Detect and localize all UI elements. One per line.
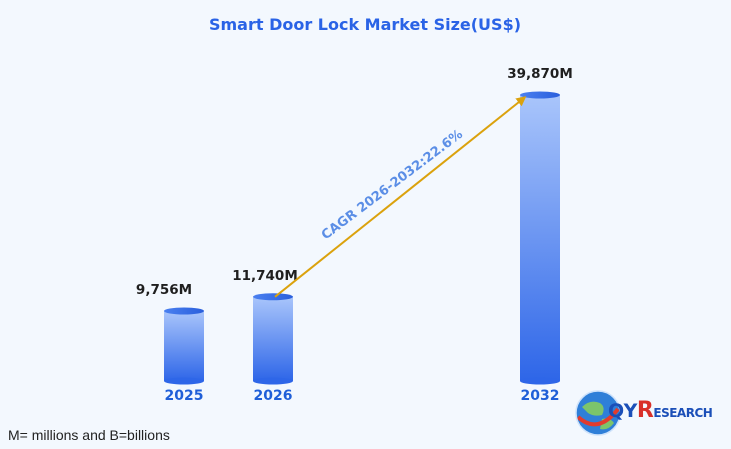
bar-2026 <box>253 296 293 381</box>
chart-title: Smart Door Lock Market Size(US$) <box>209 15 521 34</box>
category-label-2032: 2032 <box>521 388 560 404</box>
category-label-2025: 2025 <box>165 388 204 404</box>
bar-cap-2025 <box>164 307 204 315</box>
bar-2032 <box>520 95 560 381</box>
globe-icon <box>575 390 621 436</box>
bar-2025 <box>164 311 204 381</box>
value-label-2025: 9,756M <box>136 282 192 298</box>
category-label-2026: 2026 <box>254 388 293 404</box>
units-footnote: M= millions and B=billions <box>8 427 170 443</box>
cagr-arrow <box>274 96 527 298</box>
cagr-label: CAGR 2026-2032:22.6% <box>319 127 466 243</box>
value-label-2026: 11,740M <box>232 268 298 284</box>
bar-cap-2026 <box>253 293 293 301</box>
qyresearch-logo: QYRESEARCH <box>572 387 713 439</box>
bar-base-2032 <box>520 377 560 385</box>
bar-base-2026 <box>253 377 293 385</box>
bar-cap-2032 <box>520 91 560 99</box>
bar-base-2025 <box>164 377 204 385</box>
logo-wordmark: QYRESEARCH <box>608 398 713 423</box>
bars-group: 9,756M 2025 11,740M 2026 39,870M 2032 <box>136 66 573 404</box>
value-label-2032: 39,870M <box>507 66 573 82</box>
